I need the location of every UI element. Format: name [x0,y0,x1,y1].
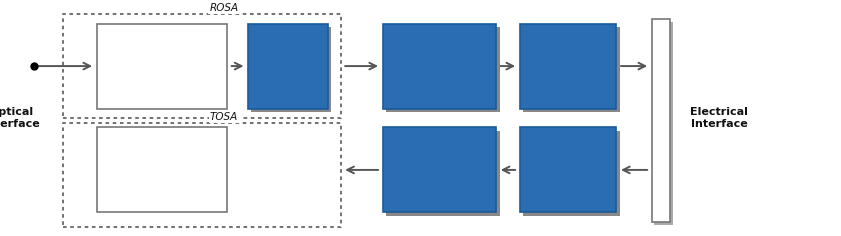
Bar [520,24,616,109]
Bar [652,19,670,222]
Text: Limiting
Amplifier
(if required): Limiting Amplifier (if required) [404,49,475,84]
Bar [523,131,620,216]
Bar [97,24,227,109]
Bar [654,22,673,225]
Text: Laser or
Modulator
Driver: Laser or Modulator Driver [409,152,470,187]
Bar [523,27,620,112]
Bar [520,127,616,212]
Text: Photodetector: Photodetector [114,59,209,73]
Text: TOSA: TOSA [210,112,238,122]
Text: Electrical
Interface: Electrical Interface [690,107,748,129]
Text: TIA: TIA [275,59,301,73]
Text: ROSA: ROSA [209,3,239,13]
Bar [97,127,227,212]
Bar [386,131,500,216]
Text: Laser or
Modulator: Laser or Modulator [128,156,196,184]
Bar [383,24,496,109]
Bar [383,127,496,212]
Text: Optical
Interface: Optical Interface [0,107,40,129]
Bar [386,27,500,112]
Bar [248,24,328,109]
Text: CDR
(Receive): CDR (Receive) [537,52,600,80]
Bar [251,27,331,112]
Text: CDR
(Transmit): CDR (Transmit) [534,156,602,184]
